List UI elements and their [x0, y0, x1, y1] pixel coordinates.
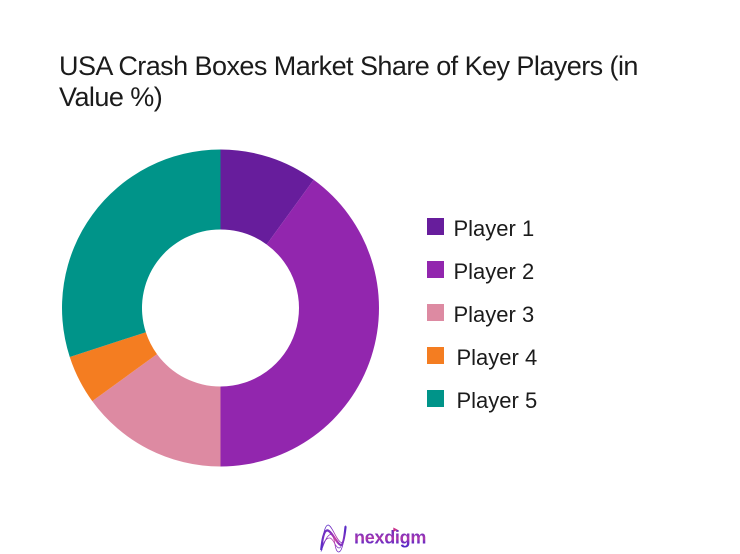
svg-text:nexdigm: nexdigm	[354, 528, 426, 548]
